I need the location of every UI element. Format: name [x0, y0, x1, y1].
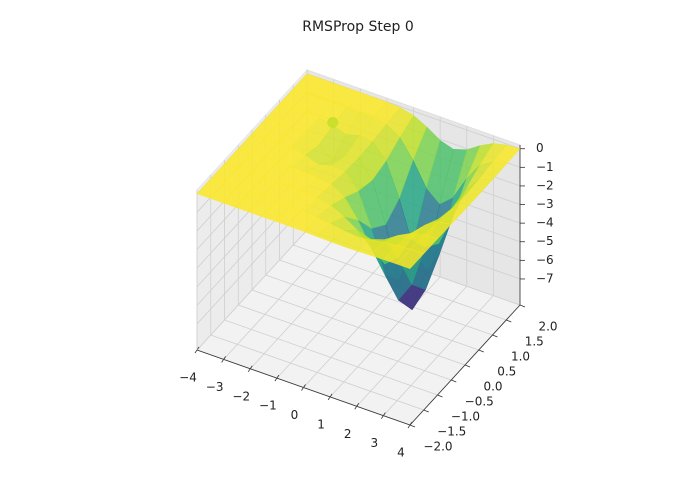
y-tick-label: −2.0 — [423, 440, 452, 454]
x-tick-label: −1 — [259, 399, 277, 413]
x-tick-label: 0 — [291, 408, 299, 422]
tick-mark — [423, 409, 429, 413]
z-tick-label: −4 — [536, 216, 554, 230]
z-tick-label: −1 — [536, 160, 554, 174]
grid-line — [279, 259, 493, 336]
tick-mark — [451, 379, 457, 383]
tick-mark — [409, 424, 416, 428]
chart-title: RMSProp Step 0 — [302, 19, 413, 35]
y-tick-label: −1.5 — [437, 425, 466, 439]
y-tick-label: −1.0 — [451, 410, 480, 424]
z-tick-label: −6 — [536, 253, 554, 267]
x-axis-line — [196, 349, 411, 426]
tick-mark — [506, 319, 512, 323]
z-tick-label: −3 — [536, 197, 554, 211]
surface-face — [396, 248, 425, 269]
y-tick-label: 1.0 — [511, 350, 530, 364]
y-axis-line — [409, 304, 521, 426]
y-tick-label: −0.5 — [465, 395, 494, 409]
grid-line — [265, 274, 479, 351]
y-tick-label: 1.5 — [525, 335, 544, 349]
grid-line — [224, 319, 438, 396]
current-point — [327, 116, 339, 128]
grid-line — [210, 334, 424, 411]
tick-mark — [492, 334, 498, 338]
x-tick-label: −2 — [232, 389, 250, 403]
x-tick-label: −4 — [179, 371, 197, 385]
x-tick-label: −3 — [206, 380, 224, 394]
tick-mark — [478, 349, 484, 353]
tick-mark — [464, 364, 471, 368]
tick-mark — [519, 304, 526, 308]
tick-mark — [437, 394, 443, 398]
x-tick-label: 3 — [371, 436, 379, 450]
grid-line — [238, 304, 452, 381]
z-tick-label: −5 — [536, 234, 554, 248]
y-tick-label: 2.0 — [538, 320, 557, 334]
y-tick-label: 0.5 — [497, 365, 516, 379]
z-tick-label: −2 — [536, 178, 554, 192]
grid-line — [251, 289, 466, 366]
z-tick-label: 0 — [536, 141, 544, 155]
z-tick-label: −7 — [536, 271, 554, 285]
y-tick-label: 0.0 — [483, 380, 502, 394]
x-tick-label: 1 — [317, 417, 325, 431]
x-tick-label: 4 — [397, 446, 405, 460]
x-tick-label: 2 — [344, 427, 352, 441]
